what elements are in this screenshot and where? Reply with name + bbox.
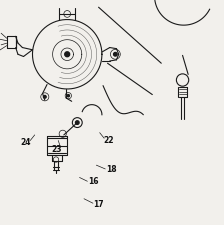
Text: 16: 16 <box>88 178 99 187</box>
Text: 23: 23 <box>52 145 62 154</box>
Circle shape <box>114 52 117 56</box>
Circle shape <box>75 121 79 124</box>
Circle shape <box>43 95 46 98</box>
Circle shape <box>65 52 70 57</box>
Text: 24: 24 <box>21 138 31 147</box>
Text: 18: 18 <box>106 165 117 174</box>
Circle shape <box>67 94 69 97</box>
Text: 17: 17 <box>93 200 103 209</box>
Text: 22: 22 <box>103 136 114 145</box>
